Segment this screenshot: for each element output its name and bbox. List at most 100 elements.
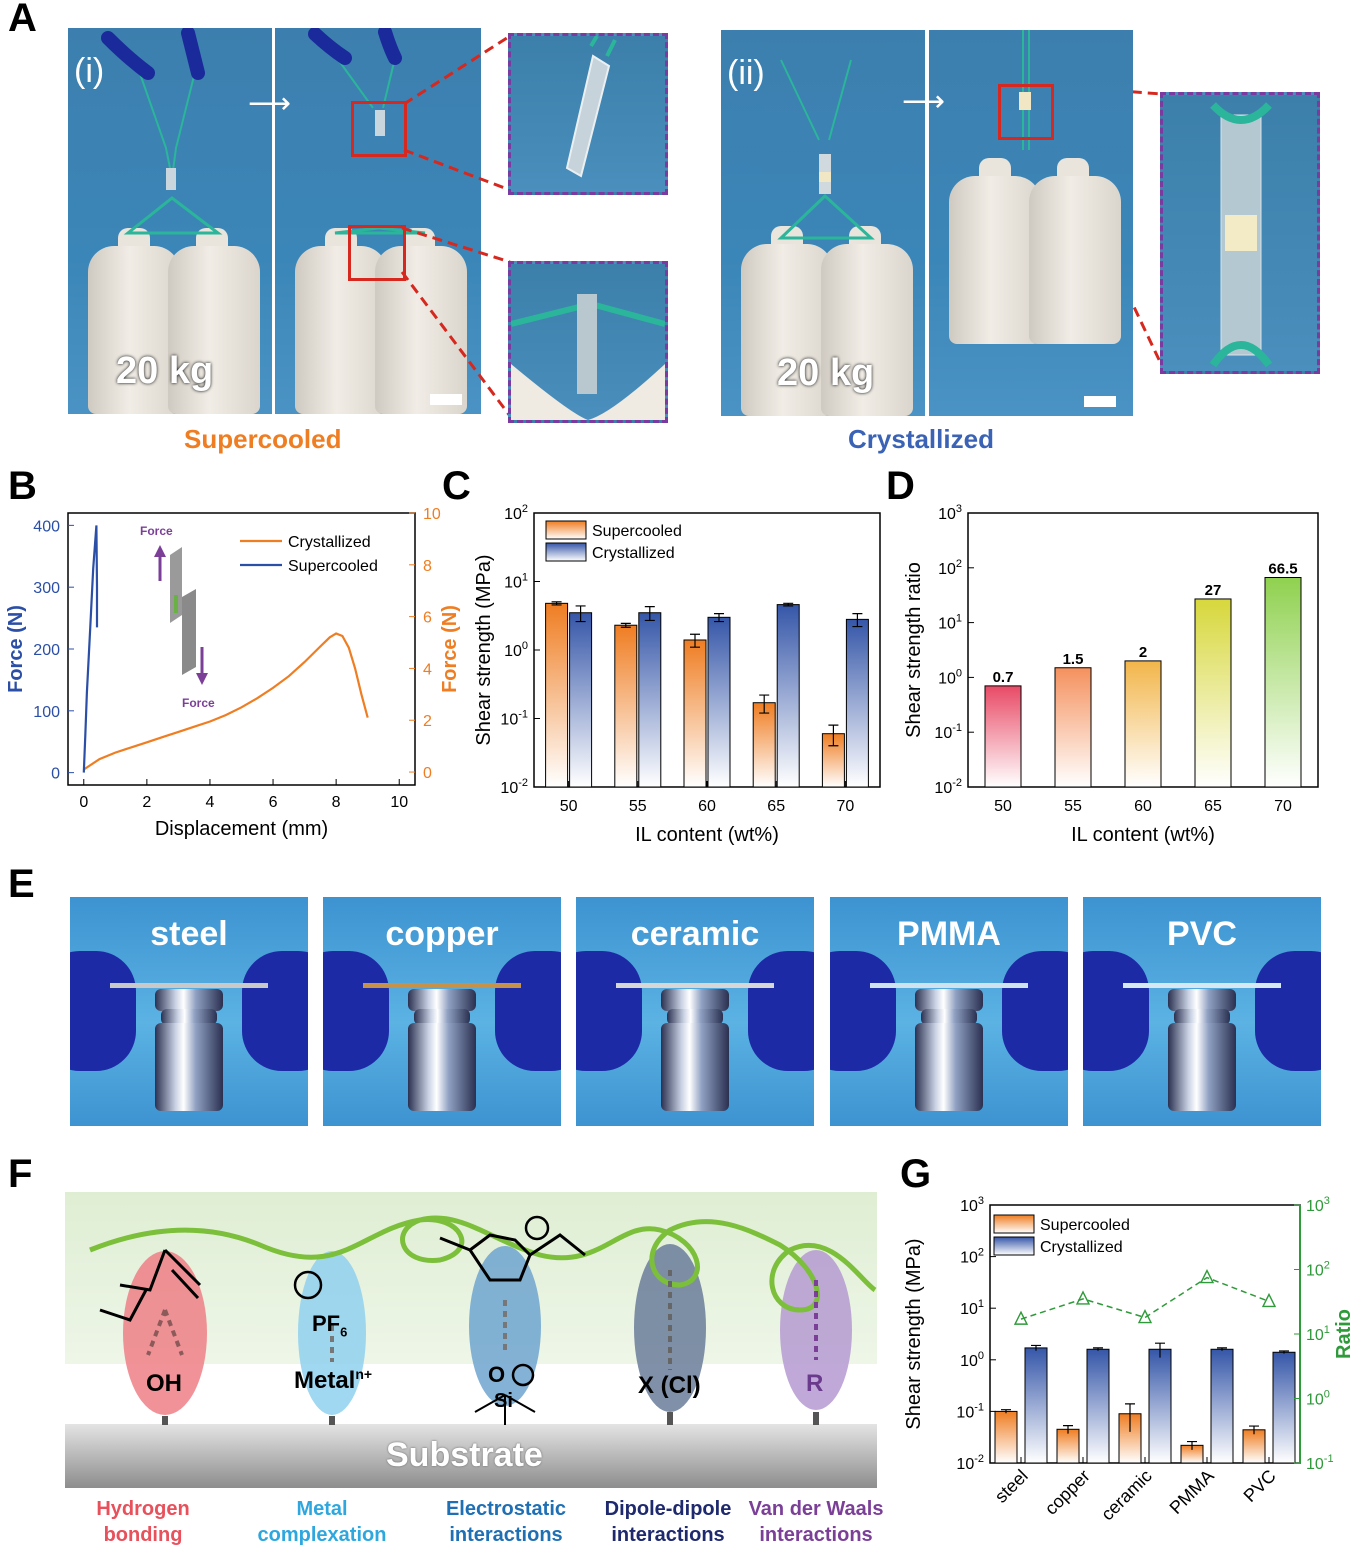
error-bar: [690, 633, 700, 648]
x-tick-label: copper: [1041, 1466, 1094, 1519]
panel-label-b: B: [8, 464, 37, 508]
y-tick-label: 0: [51, 766, 60, 783]
series-line-supercooled: [82, 525, 99, 773]
ratio-marker: [1075, 1290, 1091, 1305]
y2-tick-label: 4: [423, 661, 432, 678]
x-tick-label: PVC: [1240, 1466, 1280, 1506]
bar-supercooled: [752, 702, 776, 788]
ratio-line: [1020, 1276, 1270, 1320]
chart-b: 0 2 4 6 8 1001002003004000246810Displacement …: [5, 506, 461, 840]
y-tick-label: 10-2: [934, 777, 962, 797]
interaction-label-line2: interactions: [449, 1524, 563, 1546]
x-axis-label: Displacement (mm): [155, 818, 328, 840]
error-bar: [1217, 1347, 1227, 1351]
material-photo-pvc: PVC: [1083, 897, 1321, 1126]
bar-supercooled: [1056, 1428, 1080, 1464]
bar-supercooled: [683, 639, 707, 788]
bar-ratio: [1054, 667, 1092, 788]
interaction-label: Metal complexation: [232, 1496, 412, 1548]
x-tick-label: 60: [698, 798, 716, 815]
y-tick-label: 101: [960, 1298, 984, 1318]
plot-frame: [67, 512, 416, 786]
y2-tick-label: 8: [423, 558, 432, 575]
interaction-label-line1: Metal: [296, 1498, 348, 1520]
legend-label: Crystallized: [288, 534, 371, 551]
highlight-box-top-i: [351, 101, 407, 157]
material-label: PVC: [1167, 915, 1237, 953]
panel-label-f: F: [8, 1152, 33, 1196]
y-tick-label: 101: [938, 613, 962, 633]
y-tick-label: 10-1: [934, 722, 962, 742]
ratio-marker: [1199, 1268, 1215, 1284]
caption-supercooled: Supercooled: [184, 424, 342, 454]
error-bar: [620, 622, 631, 628]
y-tick-label: 10-1: [956, 1401, 984, 1421]
y-axis-label: Shear strength (MPa): [473, 554, 495, 745]
weight-label-ii: 20 kg: [777, 352, 875, 394]
x-tick-label: 10: [390, 794, 408, 811]
chart-c: 10-2 10-1 100 101 102 50 55 60 65 70 IL content (w…: [473, 503, 881, 846]
error-bar: [783, 602, 794, 607]
x-tick-label: 55: [629, 798, 647, 815]
bar-crystallized: [845, 618, 869, 788]
ratio-marker: [1261, 1292, 1277, 1308]
label-ii: (ii): [727, 54, 765, 92]
material-label: ceramic: [630, 915, 760, 953]
bar-supercooled: [1242, 1429, 1266, 1464]
panel-label-d: D: [886, 464, 915, 508]
arrow-down-head-icon: [196, 673, 208, 685]
legend-label: Supercooled: [288, 558, 378, 575]
x-tick-label: PMMA: [1166, 1466, 1218, 1518]
y2-axis-label: Force (N): [439, 605, 461, 693]
y-tick-label: 102: [960, 1247, 984, 1267]
highlight-box-ii: [998, 84, 1054, 140]
arrow-up-head-icon: [154, 545, 166, 557]
y-tick-label: 102: [938, 558, 962, 578]
photo-supercooled-before: (i) 20 kg: [68, 28, 272, 414]
group-r: R: [806, 1370, 824, 1397]
material-label: copper: [385, 915, 499, 953]
legend-swatch: [545, 520, 587, 540]
label-i: (i): [74, 52, 105, 90]
y-tick-label: 100: [33, 704, 60, 721]
error-bar: [1001, 1409, 1011, 1414]
error-bar: [852, 612, 863, 628]
chart-g: 10-2 10-1 100 101 102 103 steel copper ceramic PM…: [903, 1195, 1355, 1524]
material-photo-pmma: PMMA: [830, 897, 1068, 1126]
error-bar: [828, 724, 839, 747]
material-photo-ceramic: ceramic: [576, 897, 814, 1126]
zoom-inset-ii: [1160, 92, 1320, 374]
inset-plate-bottom: [182, 589, 196, 675]
legend-label: Supercooled: [592, 523, 682, 540]
x-tick-label: 50: [994, 798, 1012, 815]
bar-crystallized: [707, 616, 731, 788]
error-bar: [644, 606, 655, 622]
y2-tick-label: 103: [1306, 1195, 1330, 1215]
y2-tick-label: 102: [1306, 1260, 1330, 1280]
y2-tick-label: 100: [1306, 1389, 1330, 1409]
y-axis-label: Shear strength ratio: [903, 562, 925, 738]
y2-axis-label: Ratio: [1333, 1309, 1355, 1359]
x-axis-label: IL content (wt%): [1071, 824, 1215, 846]
data-label: 0.7: [993, 669, 1014, 686]
data-label: 2: [1139, 644, 1147, 661]
ratio-marker: [1137, 1308, 1153, 1324]
panel-label-g: G: [900, 1152, 932, 1196]
x-tick-label: 8: [332, 794, 341, 811]
inset-label-top: Force: [140, 524, 173, 538]
y2-tick-label: 0: [423, 765, 432, 782]
zoom-inset-bottom-i: [508, 261, 668, 423]
interaction-label-line1: Hydrogen: [96, 1498, 190, 1520]
data-label: 66.5: [1268, 561, 1297, 578]
scale-bar-ii: [1084, 396, 1116, 407]
interaction-label-line2: interactions: [759, 1524, 873, 1546]
group-x-cl: X (Cl): [638, 1372, 701, 1399]
material-photo-copper: copper: [323, 897, 561, 1126]
y-tick-label: 200: [33, 642, 60, 659]
bar-ratio: [1124, 660, 1162, 788]
error-bar: [1187, 1440, 1197, 1450]
y2-tick-label: 10: [423, 506, 441, 523]
material-label: PMMA: [897, 915, 1001, 953]
highlight-box-bottom-i: [348, 225, 406, 281]
bar-crystallized: [1210, 1348, 1234, 1464]
